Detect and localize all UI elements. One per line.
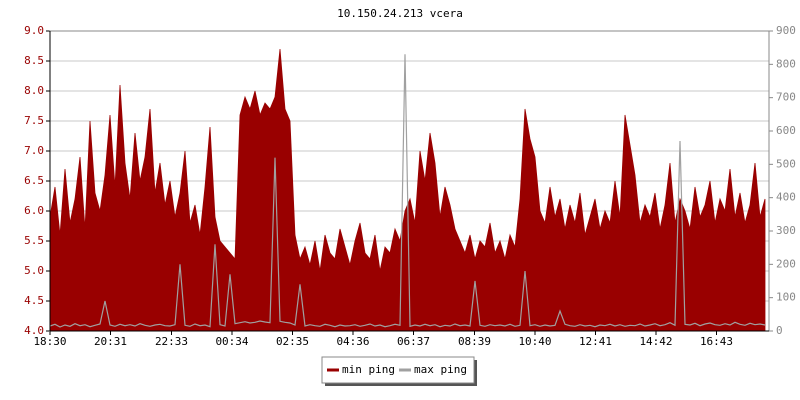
y-tick-label: 7.0 (24, 144, 44, 157)
x-tick-label: 22:33 (155, 335, 188, 348)
x-tick-label: 06:37 (397, 335, 430, 348)
y-tick-label: 6.0 (24, 204, 44, 217)
y-tick-label: 5.0 (24, 264, 44, 277)
x-tick-label: 10:40 (518, 335, 551, 348)
legend-label: min ping (342, 363, 395, 376)
x-tick-label: 02:35 (276, 335, 309, 348)
x-tick-label: 00:34 (215, 335, 248, 348)
y-tick-label: 4.5 (24, 294, 44, 307)
x-tick-label: 08:39 (458, 335, 491, 348)
x-tick-label: 18:30 (33, 335, 66, 348)
y-tick-label: 9.0 (24, 24, 44, 37)
y-tick-label: 8.0 (24, 84, 44, 97)
y2-tick-label: 800 (776, 57, 796, 70)
y-tick-label: 7.5 (24, 114, 44, 127)
y2-tick-label: 500 (776, 157, 796, 170)
chart-title: 10.150.24.213 vcera (337, 7, 463, 20)
y2-tick-label: 200 (776, 257, 796, 270)
series-area (49, 48, 766, 332)
x-tick-label: 12:41 (579, 335, 612, 348)
y2-tick-label: 300 (776, 224, 796, 237)
y2-tick-label: 0 (776, 324, 783, 337)
y2-tick-label: 700 (776, 91, 796, 104)
y-tick-label: 4.0 (24, 324, 44, 337)
x-tick-label: 14:42 (639, 335, 672, 348)
y-tick-label: 8.5 (24, 54, 44, 67)
x-tick-label: 16:43 (700, 335, 733, 348)
y2-tick-label: 900 (776, 24, 796, 37)
x-tick-label: 04:36 (336, 335, 369, 348)
y2-tick-label: 400 (776, 191, 796, 204)
y-tick-label: 6.5 (24, 174, 44, 187)
legend-label: max ping (414, 363, 467, 376)
y-tick-label: 5.5 (24, 234, 44, 247)
x-tick-label: 20:31 (94, 335, 127, 348)
y2-tick-label: 600 (776, 124, 796, 137)
series-line (49, 54, 766, 328)
y2-tick-label: 100 (776, 291, 796, 304)
legend-box (321, 356, 475, 384)
